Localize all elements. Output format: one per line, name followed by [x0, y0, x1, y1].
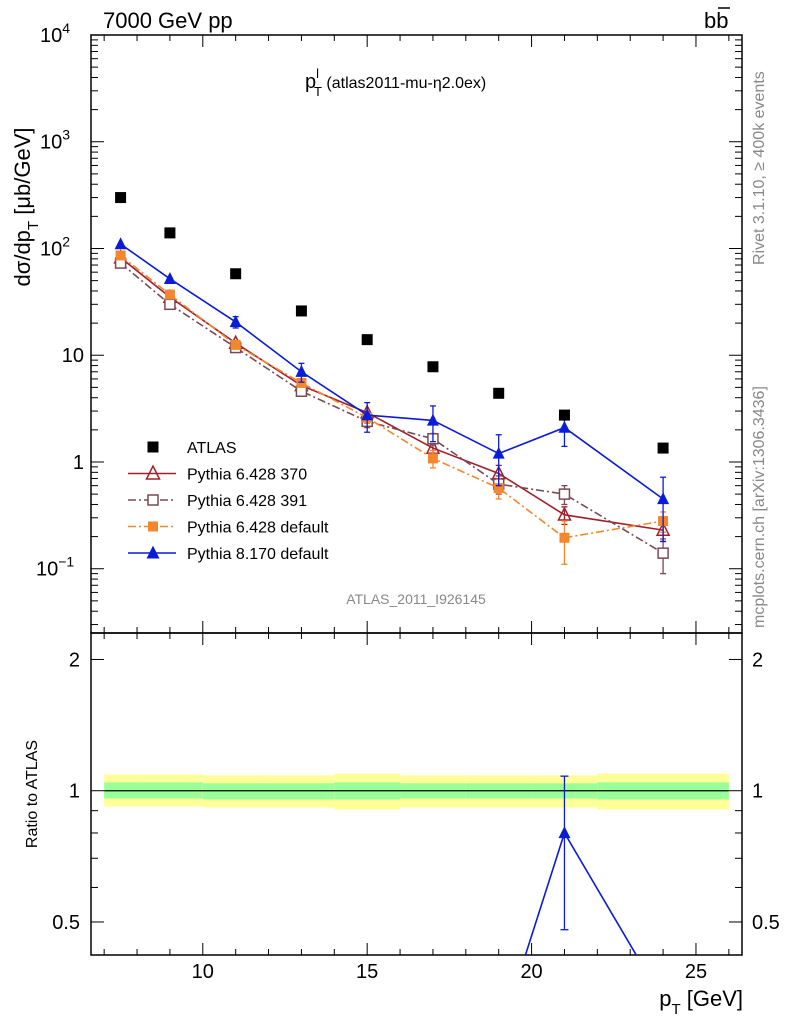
ratio-panel: 2 2 1 1 0.5 0.5 10 15 20 25 — [52, 632, 780, 983]
ratio-series-line — [524, 831, 638, 955]
data-point — [657, 547, 669, 559]
data-point — [492, 446, 505, 459]
y-tick-label: 1 — [73, 452, 84, 474]
main-panel-frame — [90, 34, 743, 634]
data-point — [427, 453, 438, 464]
ratio-y-tick-label-left: 1 — [69, 781, 80, 803]
x-tick-label: 10 — [192, 961, 214, 983]
data-point — [361, 334, 373, 346]
ratio-uncertainty-bands — [104, 773, 729, 810]
ratio-y-tick-label-left: 2 — [69, 649, 80, 671]
series-line — [120, 243, 664, 500]
data-point — [114, 237, 127, 250]
data-point — [559, 532, 570, 543]
data-point — [295, 305, 307, 317]
header-energy-label: 7000 GeV pp — [103, 8, 233, 33]
ratio-y-tick-label-left: 0.5 — [52, 912, 80, 934]
svg-text:bb: bb — [704, 8, 729, 33]
mcplots-label: mcplots.cern.ch [arXiv:1306.3436] — [751, 386, 768, 628]
legend-marker — [148, 521, 158, 532]
x-tick-label: 20 — [520, 961, 542, 983]
ratio-panel-frame — [90, 632, 743, 956]
legend-label: ATLAS — [187, 440, 237, 457]
legend-marker — [147, 494, 159, 506]
data-point — [426, 413, 439, 426]
rivet-version-label: Rivet 3.1.10, ≥ 400k events — [751, 71, 768, 265]
x-tick-label: 15 — [356, 961, 378, 983]
legend-marker — [147, 441, 159, 453]
ratio-y-axis-label: Ratio to ATLAS — [24, 740, 41, 848]
legend-entry: ATLAS — [147, 440, 237, 457]
y-tick-label: 10−1 — [36, 554, 74, 581]
legend-entry: Pythia 8.170 default — [128, 545, 329, 563]
x-tick-label: 25 — [685, 961, 707, 983]
legend: ATLAS Pythia 6.428 370 Pythia 6.428 391 Pyt… — [128, 440, 329, 563]
legend-entry: Pythia 6.428 391 — [128, 493, 307, 510]
legend-entry: Pythia 6.428 default — [128, 520, 329, 537]
data-point — [296, 377, 307, 388]
header-process-label: bb — [704, 7, 730, 33]
legend-marker — [145, 464, 161, 480]
y-tick-label: 104 — [40, 20, 70, 47]
data-point — [558, 409, 570, 421]
main-series-layer — [113, 192, 671, 575]
ratio-series-layer — [524, 775, 638, 955]
legend-label: Pythia 6.428 370 — [187, 467, 307, 484]
data-point — [163, 271, 176, 284]
main-panel-ticks — [91, 34, 742, 633]
data-point — [557, 506, 572, 521]
legend-label: Pythia 6.428 391 — [187, 493, 307, 510]
ratio-y-tick-label-right: 0.5 — [752, 912, 780, 934]
x-axis-label: pT [GeV] — [659, 986, 743, 1018]
legend-marker — [146, 545, 160, 559]
process-bbar: b — [716, 8, 728, 33]
data-point — [295, 364, 308, 377]
y-tick-label: 103 — [40, 127, 70, 154]
data-point — [427, 361, 439, 373]
ratio-y-tick-label-right: 1 — [752, 781, 763, 803]
legend-label: Pythia 6.428 default — [187, 520, 329, 537]
data-point — [493, 387, 505, 399]
data-point — [657, 442, 669, 454]
data-point — [230, 268, 242, 280]
ratio-y-tick-labels: 2 2 1 1 0.5 0.5 — [52, 649, 780, 934]
ratio-data-point — [558, 826, 571, 839]
legend-entry: Pythia 6.428 370 — [128, 464, 307, 484]
series-line — [120, 254, 664, 539]
process-b: b — [704, 8, 716, 33]
series-pythia-8-170-default — [114, 237, 670, 543]
data-point — [115, 192, 127, 204]
ratio-series-pythia-8-170-default — [524, 775, 638, 955]
y-tick-label: 102 — [40, 233, 70, 260]
data-point — [361, 408, 374, 421]
data-point — [164, 298, 176, 311]
analysis-watermark: ATLAS_2011_I926145 — [346, 591, 486, 607]
data-point — [558, 488, 571, 500]
ratio-y-tick-label-right: 2 — [752, 649, 763, 671]
data-point — [230, 339, 241, 350]
data-point — [493, 483, 504, 494]
data-point — [115, 250, 126, 261]
ratio-panel-ticks — [91, 633, 742, 955]
data-point — [657, 492, 670, 505]
data-point — [164, 289, 175, 300]
series-line — [120, 257, 664, 531]
legend-label: Pythia 8.170 default — [187, 546, 329, 563]
y-tick-label: 10 — [62, 345, 84, 367]
series-atlas — [115, 192, 669, 454]
x-tick-labels: 10 15 20 25 — [192, 961, 707, 983]
data-point — [558, 420, 571, 433]
data-point — [229, 315, 242, 328]
plot-title: pl T (atlas2011-mu-η2.0ex) — [305, 66, 486, 99]
main-y-axis-label: dσ/dpT [μb/GeV] — [10, 128, 42, 287]
data-point — [164, 227, 176, 239]
